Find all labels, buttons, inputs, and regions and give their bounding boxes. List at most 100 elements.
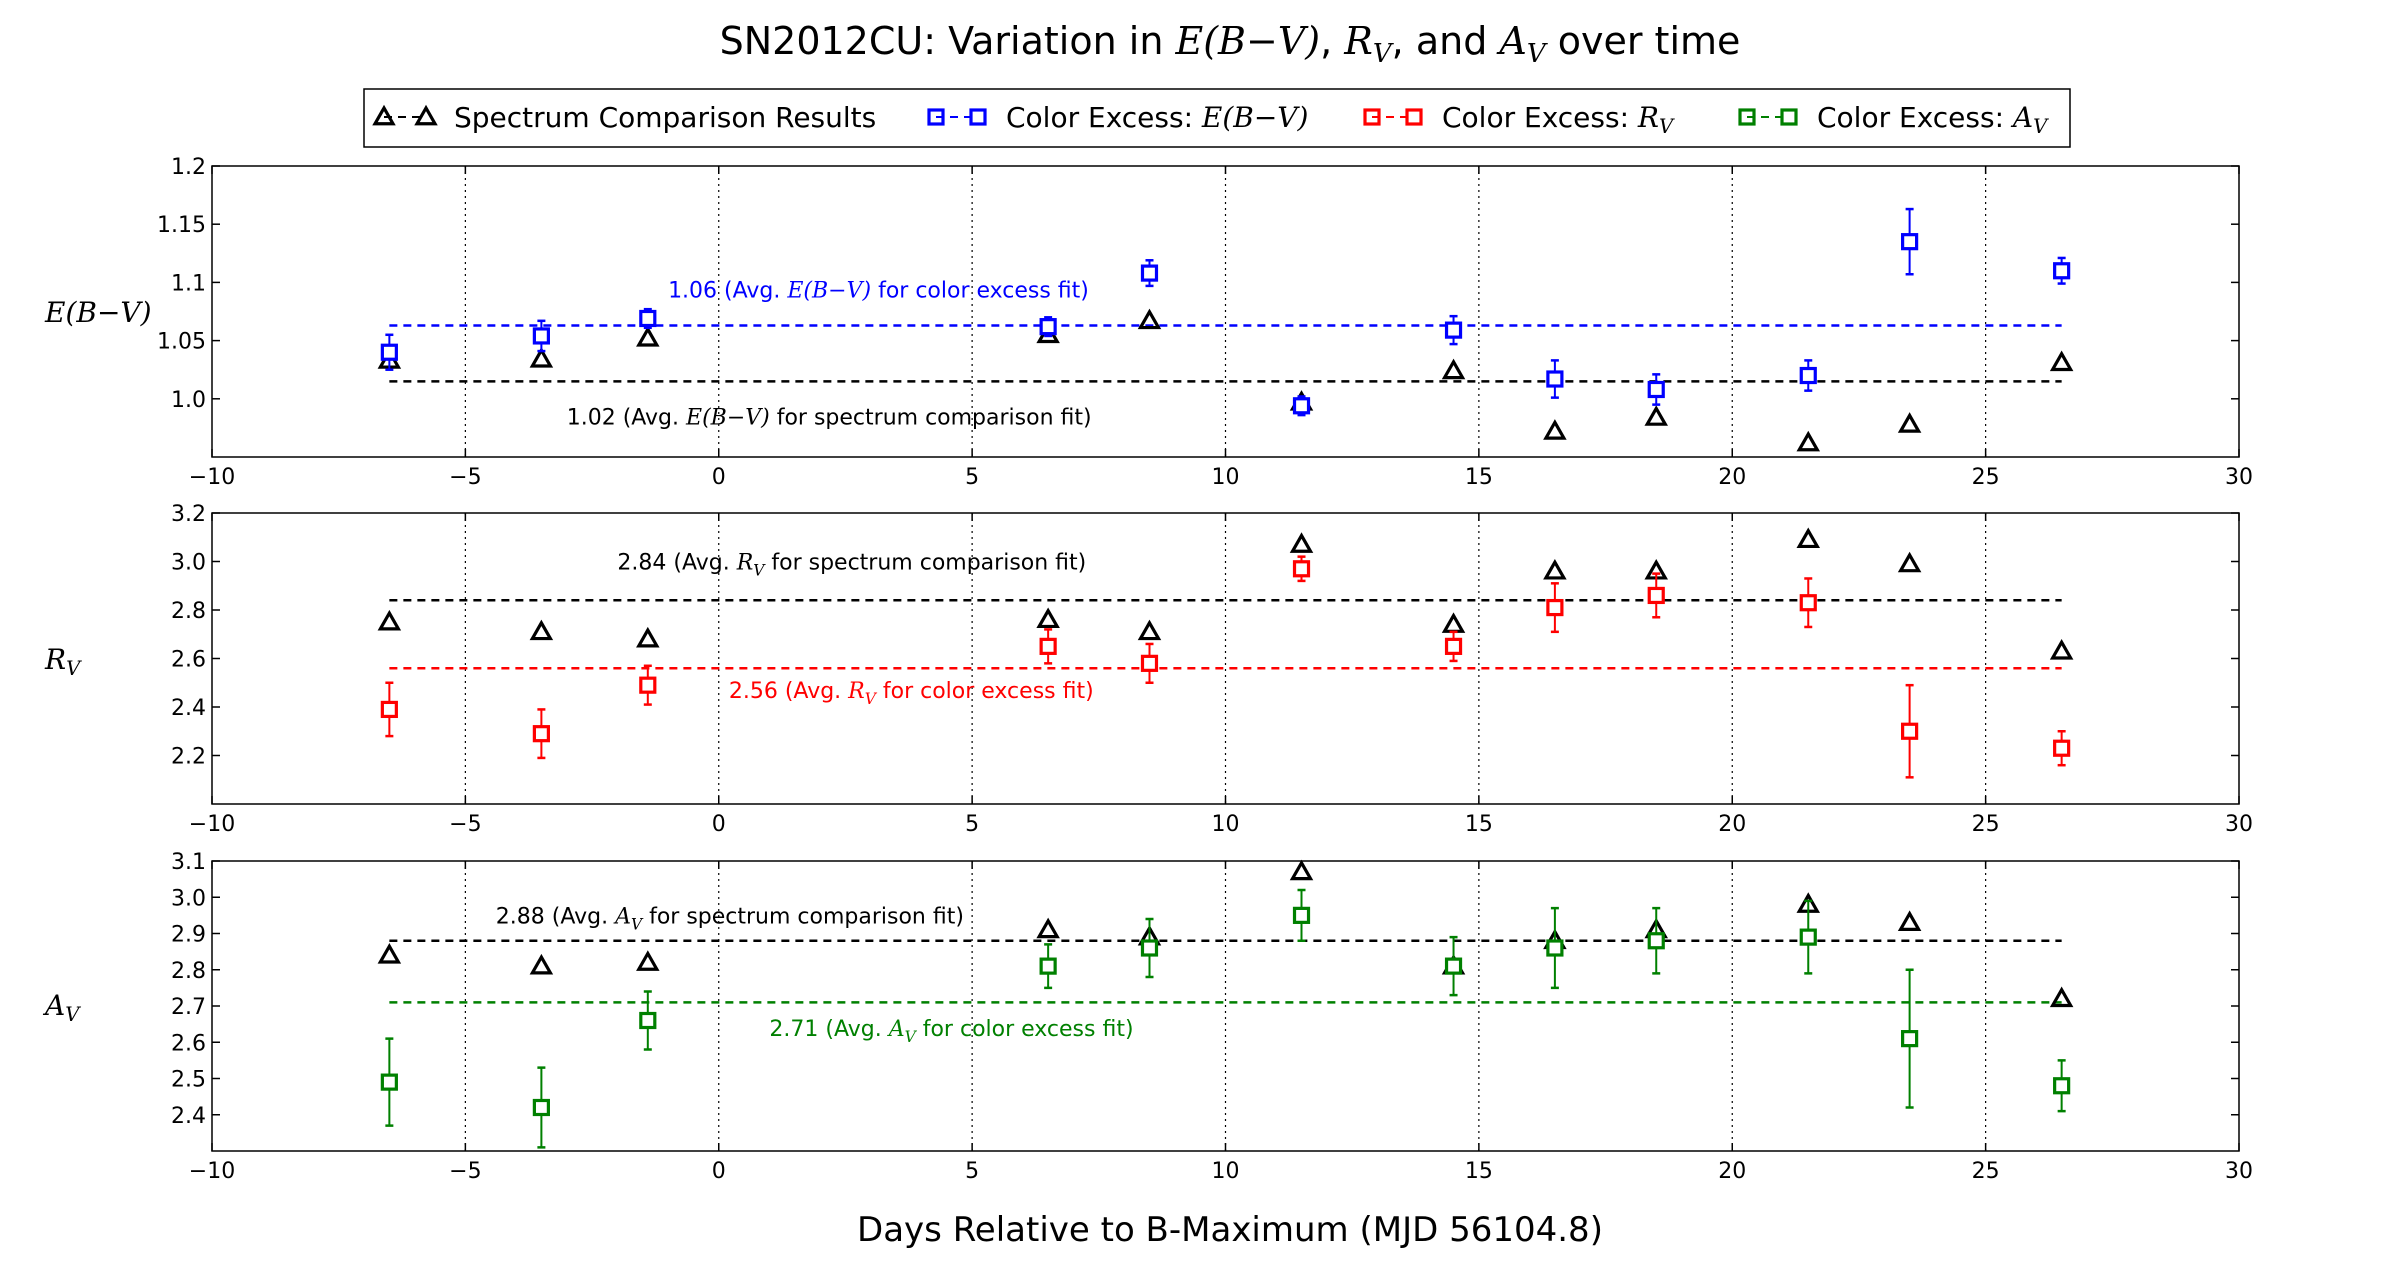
y-tick-label: 2.5 xyxy=(171,1068,206,1093)
data-point xyxy=(1289,859,1314,881)
data-point xyxy=(529,953,554,975)
y-tick-label: 1.2 xyxy=(171,155,206,180)
data-point xyxy=(639,309,657,328)
title-suffix: over time xyxy=(1546,19,1741,63)
data-point xyxy=(2053,262,2071,280)
y-tick-label: 3.2 xyxy=(171,502,206,527)
y-tick-label: 2.8 xyxy=(171,599,206,624)
data-point xyxy=(1140,939,1159,957)
chart-title: SN2012CU: Variation in E(B−V), RV, and A… xyxy=(720,19,1741,69)
data-point-bg xyxy=(1902,1031,1917,1046)
y-tick-label: 1.15 xyxy=(157,213,206,238)
data-point xyxy=(1039,637,1057,655)
y-tick-label: 3.0 xyxy=(171,551,206,576)
data-point xyxy=(1036,917,1060,939)
data-point xyxy=(529,619,554,641)
title-rv-sub: V xyxy=(1373,39,1394,69)
data-point xyxy=(1796,430,1821,452)
plot-frame xyxy=(211,165,2240,458)
data-point xyxy=(380,1073,398,1091)
data-point xyxy=(1543,558,1567,580)
y-tick-label: 2.4 xyxy=(171,696,206,721)
legend-marker xyxy=(414,104,438,126)
data-point xyxy=(532,1098,550,1117)
panel-2: −10 −5 0 5 10 15 20 25 30 2.2 2.4 2.6 2.8 3.0 3.2 RV 2.8… xyxy=(44,502,2253,837)
x-tick-label: 10 xyxy=(1212,1159,1240,1184)
data-point-bg xyxy=(1649,588,1664,603)
data-point-bg xyxy=(1446,959,1461,974)
legend-label: Spectrum Comparison Results xyxy=(454,101,876,134)
y-axis-label: AV xyxy=(42,989,81,1026)
data-point xyxy=(532,327,550,345)
average-label: 2.88 (Avg. AV for spectrum comparison fi… xyxy=(496,904,964,933)
data-point xyxy=(1546,370,1564,388)
data-point xyxy=(377,609,402,631)
data-point xyxy=(1796,527,1821,549)
title-sep1: , xyxy=(1320,19,1344,63)
data-point xyxy=(1444,957,1463,975)
legend: Spectrum Comparison Results Color Excess:… xyxy=(363,88,2071,148)
data-point xyxy=(1897,412,1922,433)
average-label: 2.71 (Avg. AV for color excess fit) xyxy=(769,1017,1133,1046)
x-tick-label: −5 xyxy=(449,1159,481,1184)
data-point xyxy=(1289,532,1314,553)
legend-label: Color Excess: AV xyxy=(1817,101,2049,138)
y-tick-label: 2.4 xyxy=(171,1104,206,1129)
title-sep2: , and xyxy=(1392,19,1500,63)
data-point-bg xyxy=(1547,941,1562,955)
data-point xyxy=(2049,350,2074,372)
y-axis-label: RV xyxy=(44,643,82,680)
y-tick-label: 2.9 xyxy=(171,923,206,948)
data-point-bg xyxy=(1547,600,1562,615)
y-tick-label: 2.6 xyxy=(171,648,206,673)
y-tick-label: 1.05 xyxy=(157,330,206,355)
title-rv: R xyxy=(1343,19,1373,63)
data-point xyxy=(1799,594,1817,612)
x-tick-label: −10 xyxy=(189,1159,235,1184)
data-point-bg xyxy=(2054,1078,2069,1093)
data-point xyxy=(532,725,550,743)
title-av: A xyxy=(1496,19,1526,63)
data-point-bg xyxy=(1902,234,1917,249)
data-point-bg xyxy=(1649,382,1664,397)
data-point xyxy=(380,343,398,361)
data-point xyxy=(639,1011,657,1030)
legend-marker xyxy=(1405,108,1423,126)
data-point xyxy=(1137,308,1162,330)
data-point-bg xyxy=(1446,639,1461,654)
data-point-bg xyxy=(382,345,397,360)
series-ebv xyxy=(1901,207,1919,276)
data-point xyxy=(639,676,657,694)
x-tick-label: 30 xyxy=(2225,1159,2253,1184)
legend-label: Color Excess: RV xyxy=(1442,101,1675,138)
panel-3: −10 −5 0 5 10 15 20 25 30 2.4 2.5 2.6 2.7 2.8 2.9 3.0 3.… xyxy=(42,850,2253,1184)
legend-entry-spectrum: Spectrum Comparison Results xyxy=(372,101,876,134)
plot-frame xyxy=(211,860,2240,1152)
x-tick-label: −5 xyxy=(449,465,481,490)
data-point xyxy=(1799,928,1817,946)
x-axis-label: Days Relative to B-Maximum (MJD 56104.8) xyxy=(857,1210,1603,1250)
x-tick-label: 10 xyxy=(1212,465,1240,490)
data-point xyxy=(2053,739,2071,757)
x-tick-label: 0 xyxy=(712,812,726,837)
panel-1: −10 −5 0 5 10 15 20 25 30 1.0 1.05 1.1 1.15 1.2 E(B−V)… xyxy=(44,155,2253,490)
data-point-bg xyxy=(1142,266,1157,281)
data-point-bg xyxy=(1142,941,1157,955)
series-ebv xyxy=(380,256,2071,417)
x-tick-label: 15 xyxy=(1465,1159,1493,1184)
data-point-bg xyxy=(640,311,655,326)
data-point-bg xyxy=(1041,319,1056,334)
legend-entry-ebv: Color Excess: E(B−V) xyxy=(927,101,1308,134)
data-point xyxy=(1644,405,1668,426)
data-point-bg xyxy=(1649,933,1664,948)
data-point-bg xyxy=(1801,930,1816,945)
data-point xyxy=(1543,419,1567,440)
y-tick-label: 2.7 xyxy=(171,995,206,1020)
series-av xyxy=(380,888,2071,1149)
legend-entry-rv: Color Excess: RV xyxy=(1363,101,1675,138)
y-tick-label: 1.1 xyxy=(171,271,206,296)
data-point-bg xyxy=(1902,724,1917,739)
legend-marker xyxy=(927,108,945,126)
data-point-bg xyxy=(1446,323,1461,338)
data-point-bg xyxy=(2054,263,2069,278)
